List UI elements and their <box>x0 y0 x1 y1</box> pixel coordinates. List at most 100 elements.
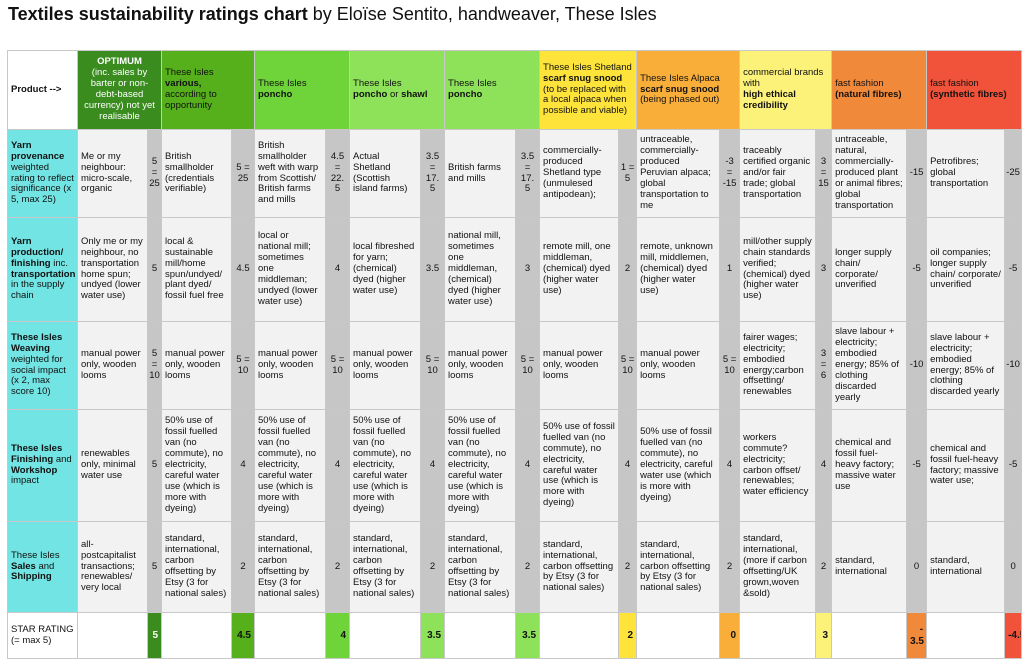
cell-score: 5 = 10 <box>231 321 255 410</box>
column-header-line2: (synthetic fibres) <box>930 89 1007 100</box>
star-spacer <box>539 612 620 659</box>
cell-description: standard, international, carbon offsetti… <box>161 521 232 613</box>
column-header-line1: OPTIMUM <box>97 56 142 68</box>
cell-description: British smallholder weft with warp from … <box>254 129 326 218</box>
column-header-line1: These Isles <box>448 78 497 90</box>
cell-description: manual power only, wooden looms <box>77 321 148 410</box>
cell-description: slave labour + electricity; embodied ene… <box>831 321 908 410</box>
cell-description: Me or my neighbour: micro-scale, organic <box>77 129 148 218</box>
column-header-line2: scarf snug snood <box>543 72 623 84</box>
star-spacer <box>926 612 1006 659</box>
cell-score: -15 <box>906 129 928 218</box>
cell-score: 4 <box>324 409 351 522</box>
cell-score: 0 <box>906 521 928 613</box>
cell-score: 4 <box>324 217 351 322</box>
row-sales: These Isles Sales and Shipping all-postca… <box>7 521 1023 613</box>
column-header-line2: (inc. sales by barter or non-debt-based … <box>84 67 155 122</box>
cell-score: 3.5 = 17. 5 <box>515 129 541 218</box>
cell-score: 3.5 = 17. 5 <box>420 129 446 218</box>
cell-description: 50% use of fossil fuelled van (no commut… <box>349 409 422 522</box>
column-header-line1: commercial brands with <box>743 67 824 90</box>
row-label-rest2: impact <box>11 475 39 487</box>
column-header-line2: poncho <box>258 89 293 100</box>
star-rating-value: 2 <box>618 612 638 659</box>
cell-score: 4.5 <box>231 217 255 322</box>
cell-score: -5 <box>906 409 928 522</box>
cell-score: 5 <box>147 521 162 613</box>
column-header-line1: These Isles Alpaca <box>640 72 720 84</box>
cell-score: -10 <box>906 321 928 410</box>
cell-score: 2 <box>618 217 638 322</box>
cell-description: manual power only, wooden looms <box>349 321 422 410</box>
cell-score: 2 <box>618 521 638 613</box>
cell-description: renewables only, minimal water use <box>77 409 148 522</box>
cell-description: manual power only, wooden looms <box>636 321 721 410</box>
cell-score: -5 <box>906 217 928 322</box>
cell-score: -5 <box>1004 409 1023 522</box>
cell-description: commercially-produced Shetland type (unm… <box>539 129 620 218</box>
cell-description: oil companies; longer supply chain/ corp… <box>926 217 1006 322</box>
row-label-rest: weighted rating to reflect significance … <box>11 161 74 206</box>
column-header-line2: poncho <box>448 89 483 100</box>
cell-score: 3.5 <box>420 217 446 322</box>
column-header-shetland: These Isles Shetland scarf snug snood (to … <box>539 50 638 130</box>
row-label-bold2: transportation <box>11 268 76 280</box>
row-label-bold2: Shipping <box>11 571 52 583</box>
star-rating-row: STAR RATING (= max 5) 5 4.5 4 3.5 3.5 2 0 3 - 3.5… <box>7 612 1023 659</box>
column-header-line1: These Isles <box>353 78 402 90</box>
row-label-rest: weighted for social impact (x 2, max sco… <box>11 353 66 398</box>
cell-description: standard, international, carbon offsetti… <box>444 521 517 613</box>
cell-score: 4 <box>719 409 741 522</box>
column-header-line1: These Isles <box>258 78 307 90</box>
star-spacer <box>636 612 721 659</box>
row-label-finishing: These Isles Finishing and Workshop impac… <box>7 409 78 522</box>
star-spacer <box>254 612 326 659</box>
column-header-line2b: or <box>387 89 402 100</box>
cell-description: 50% use of fossil fuelled van (no commut… <box>254 409 326 522</box>
cell-score: 5 = 25 <box>147 129 162 218</box>
column-header-line1: fast fashion <box>930 78 979 90</box>
cell-score: 5 = 10 <box>420 321 446 410</box>
cell-description: standard, international <box>926 521 1006 613</box>
cell-score: 3 = 6 <box>815 321 833 410</box>
star-rating-value: 3.5 <box>420 612 446 659</box>
cell-description: standard, international, carbon offsetti… <box>539 521 620 613</box>
star-spacer <box>161 612 232 659</box>
cell-description: chemical and fossil fuel-heavy factory; … <box>831 409 908 522</box>
star-rating-value: 5 <box>147 612 162 659</box>
column-header-line2: various, <box>165 78 202 90</box>
row-label-bold: Sales <box>11 560 36 572</box>
cell-score: 5 = 10 <box>147 321 162 410</box>
cell-description: Only me or my neighbour, no transportati… <box>77 217 148 322</box>
cell-score: 2 <box>515 521 541 613</box>
row-label-bold: Yarn production/ finishing <box>11 235 64 269</box>
row-label-bold: These Isles Finishing <box>11 442 63 465</box>
cell-score: 1 <box>719 217 741 322</box>
cell-score: 4 <box>420 409 446 522</box>
column-header-line2: poncho <box>353 89 388 100</box>
row-label-yarn_production: Yarn production/ finishing inc. transpor… <box>7 217 78 322</box>
column-header-poncho_shawl: These Isles poncho or shawl <box>349 50 446 130</box>
star-rating-label: STAR RATING (= max 5) <box>7 612 78 659</box>
cell-score: 5 = 10 <box>618 321 638 410</box>
cell-description: remote, unknown mill, middlemen, (chemic… <box>636 217 721 322</box>
star-rating-value: 0 <box>719 612 741 659</box>
product-label-text: Product --> <box>11 83 62 95</box>
cell-description: 50% use of fossil fuelled van (no commut… <box>539 409 620 522</box>
row-label-rest: and <box>53 453 72 465</box>
column-header-ff_synthetic: fast fashion (synthetic fibres) <box>926 50 1023 130</box>
column-header-optimum: OPTIMUM (inc. sales by barter or non-debt… <box>77 50 162 130</box>
cell-score: 5 <box>147 409 162 522</box>
cell-score: 3 <box>515 217 541 322</box>
cell-description: all-postcapitalist transactions; renewab… <box>77 521 148 613</box>
cell-description: local fibreshed for yarn; (chemical) dye… <box>349 217 422 322</box>
cell-score: 5 = 10 <box>324 321 351 410</box>
cell-score: 4 <box>815 409 833 522</box>
star-rating-value: 4 <box>324 612 351 659</box>
cell-description: local or national mill; sometimes one mi… <box>254 217 326 322</box>
column-header-ff_natural: fast fashion (natural fibres) <box>831 50 928 130</box>
cell-description: workers commute? electricity; carbon off… <box>739 409 817 522</box>
column-header-line3: (being phased out) <box>640 94 720 106</box>
row-label-weaving: These Isles Weaving weighted for social … <box>7 321 78 410</box>
cell-score: 3 <box>815 217 833 322</box>
